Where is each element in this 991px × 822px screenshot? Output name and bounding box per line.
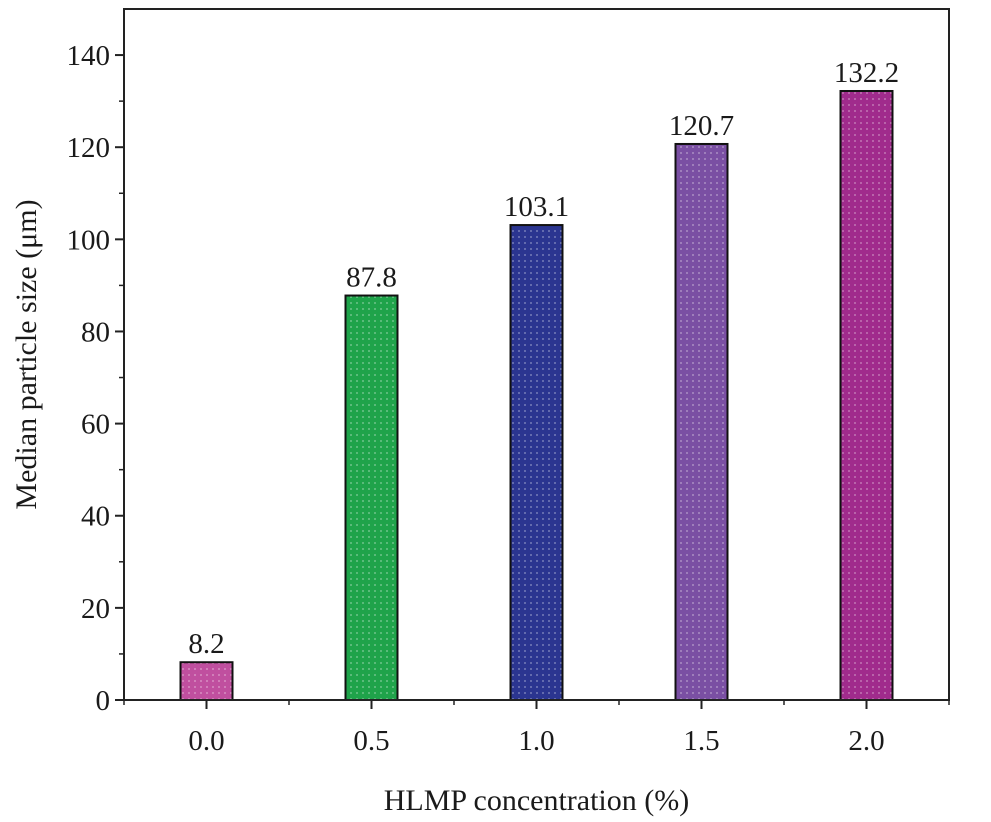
- bar-data-label: 8.2: [188, 628, 224, 660]
- bar-pattern-overlay: [511, 226, 562, 699]
- y-axis-ticks: 0 20 40 60 80 100 120 140: [67, 40, 124, 717]
- bar-data-label: 132.2: [834, 57, 899, 89]
- y-tick-label: 40: [81, 501, 110, 533]
- y-tick-label: 140: [67, 40, 111, 72]
- y-tick-label: 20: [81, 593, 110, 625]
- y-tick-label: 100: [67, 224, 111, 256]
- y-tick-label: 0: [96, 685, 111, 717]
- x-tick-label: 0.0: [188, 725, 224, 757]
- bar-data-label: 103.1: [504, 191, 569, 223]
- bar-pattern-overlay: [841, 91, 892, 700]
- x-tick-label: 2.0: [848, 725, 884, 757]
- bar-data-label: 87.8: [346, 262, 397, 294]
- bar-pattern-overlay: [181, 663, 232, 699]
- x-axis-ticks: 0.0 0.5 1.0 1.5 2.0: [123, 700, 950, 757]
- y-tick-label: 80: [81, 316, 110, 348]
- plot-frame: [123, 8, 950, 701]
- y-tick-label: 120: [67, 132, 111, 164]
- bar-data-labels: 8.2 87.8 103.1 120.7 132.2: [188, 57, 899, 660]
- bar-pattern-overlay: [346, 296, 397, 699]
- x-tick-label: 0.5: [353, 725, 389, 757]
- y-tick-label: 60: [81, 409, 110, 441]
- x-axis-title: HLMP concentration (%): [384, 784, 689, 817]
- x-tick-label: 1.5: [683, 725, 719, 757]
- bar-data-label: 120.7: [669, 110, 734, 142]
- x-tick-label: 1.0: [518, 725, 554, 757]
- bars: [179, 89, 894, 702]
- bar-pattern-overlay: [676, 144, 727, 699]
- y-axis-title: Median particle size (μm): [10, 199, 43, 509]
